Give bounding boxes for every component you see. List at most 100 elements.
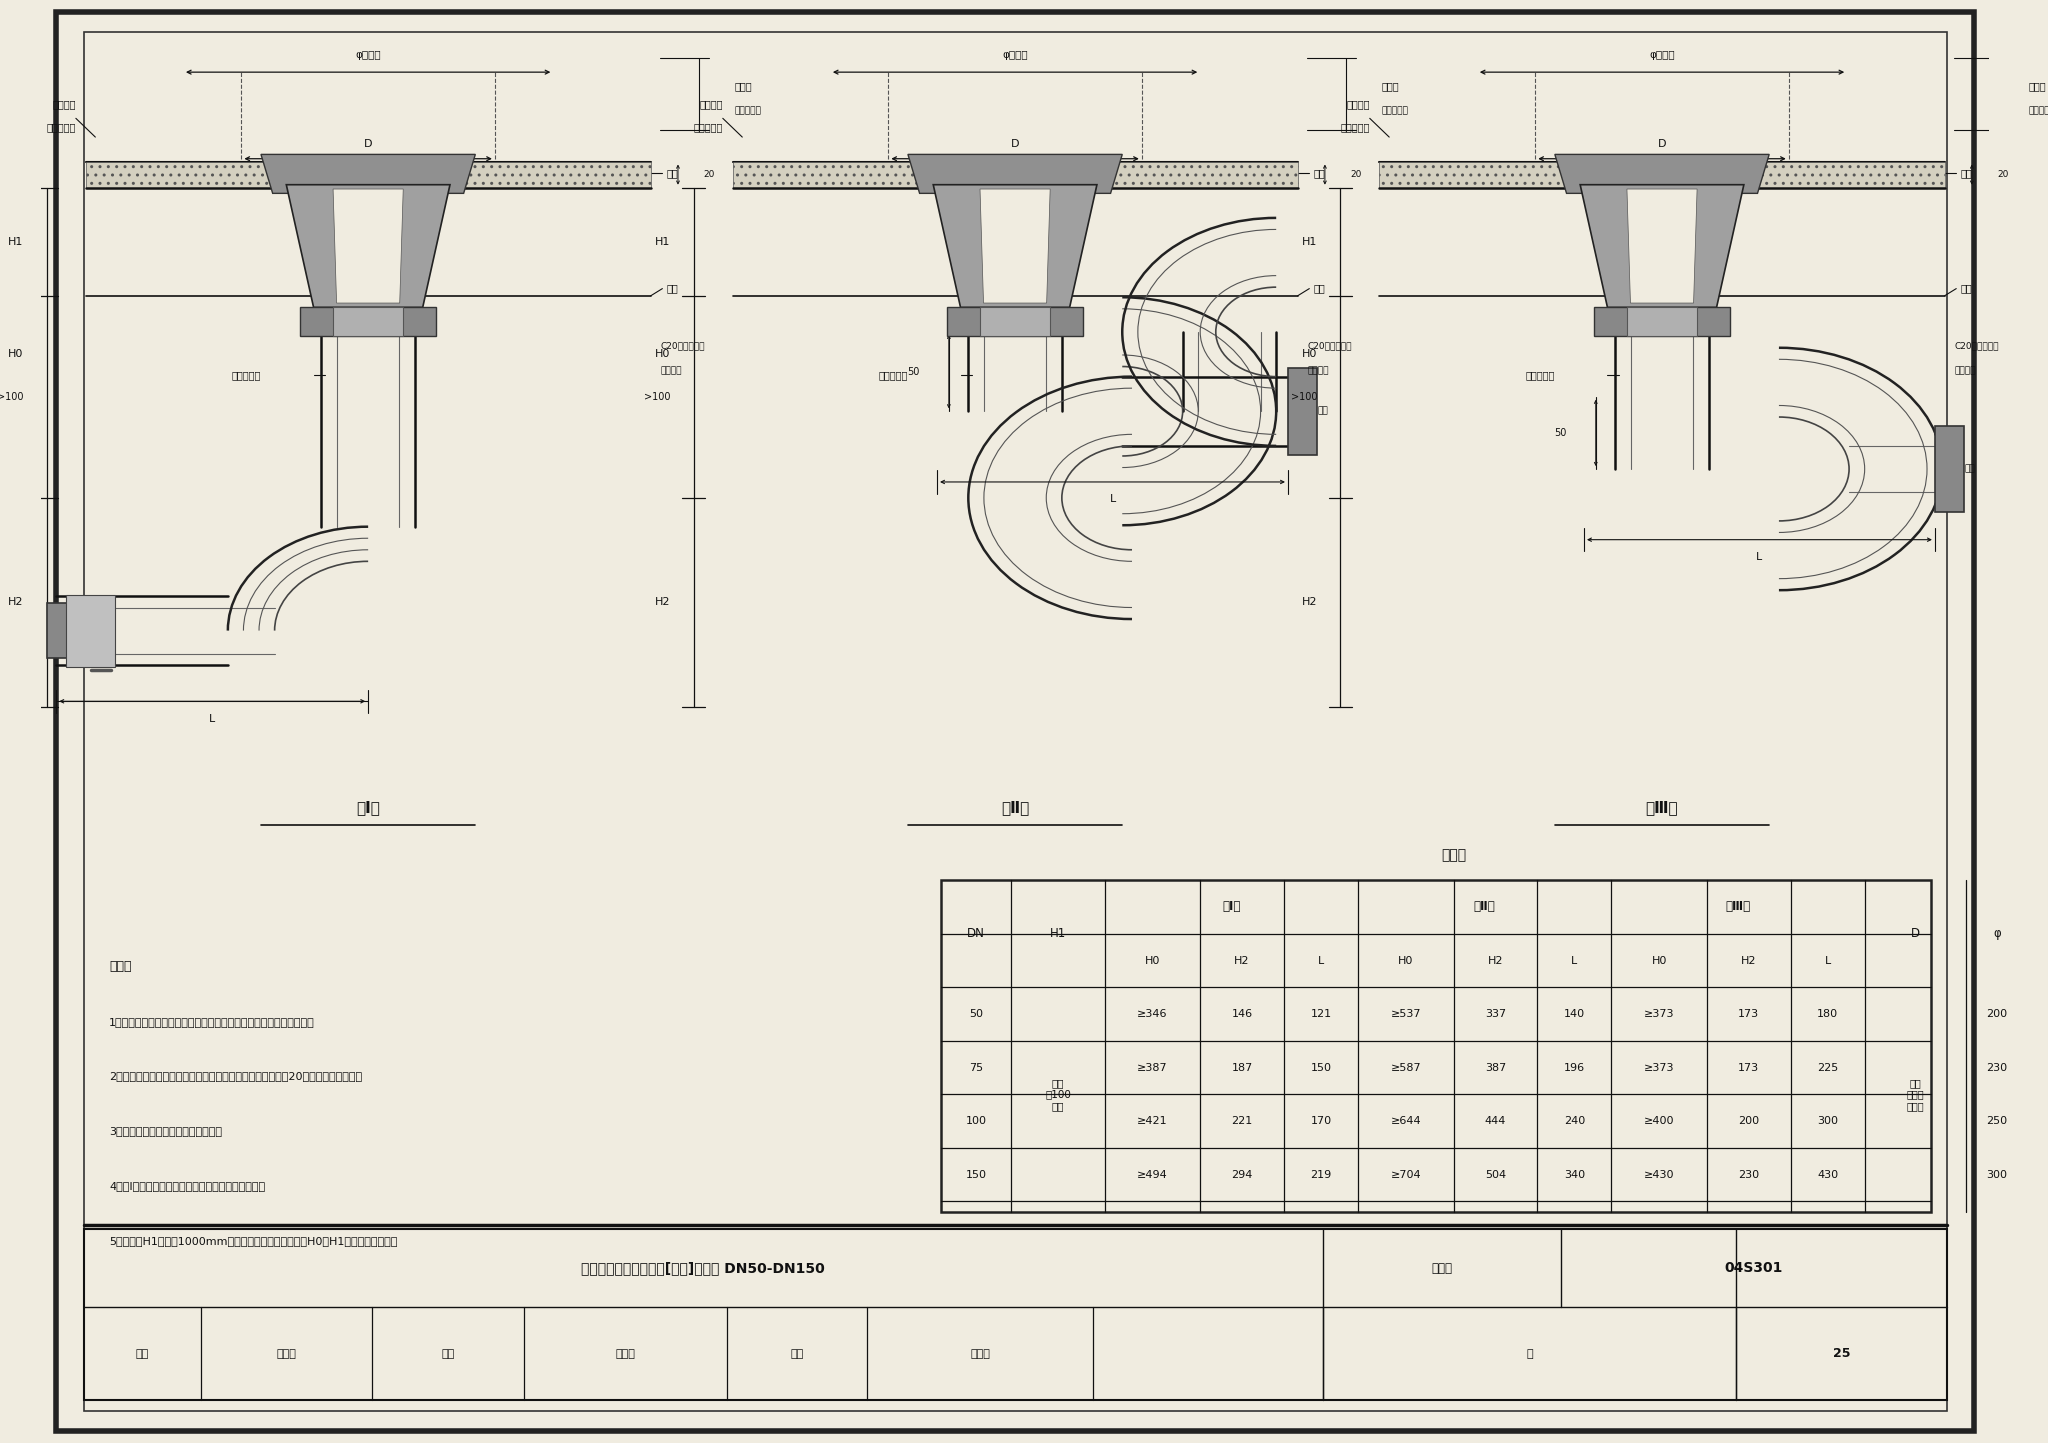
Text: 马信国: 马信国 [616, 1349, 635, 1358]
Text: φ: φ [1993, 928, 2001, 941]
Text: 卡箍: 卡箍 [1964, 465, 1974, 473]
Text: ≥346: ≥346 [1137, 1009, 1167, 1019]
Text: 楼板: 楼板 [1960, 284, 1972, 293]
Text: H0: H0 [1399, 955, 1413, 965]
Text: 337: 337 [1485, 1009, 1505, 1019]
Text: H2: H2 [8, 597, 23, 608]
Text: 25: 25 [1833, 1346, 1849, 1361]
Text: 240: 240 [1565, 1115, 1585, 1126]
Text: 150: 150 [1311, 1062, 1331, 1072]
Text: 调节段: 调节段 [1382, 82, 1399, 91]
Text: H2: H2 [655, 597, 670, 608]
Text: 校对: 校对 [442, 1349, 455, 1358]
Text: 140: 140 [1565, 1009, 1585, 1019]
Polygon shape [934, 185, 1098, 307]
Text: 承插铸铁管: 承插铸铁管 [231, 371, 260, 380]
Text: H1: H1 [655, 237, 670, 247]
Text: φ预留洞: φ预留洞 [356, 51, 381, 59]
Bar [940, 880, 1931, 1212]
Text: 150: 150 [965, 1170, 987, 1179]
Text: 340: 340 [1565, 1170, 1585, 1179]
Text: ≥373: ≥373 [1645, 1062, 1675, 1072]
Text: 20: 20 [702, 170, 715, 179]
Text: DN: DN [967, 928, 985, 941]
Text: 300: 300 [1987, 1170, 2007, 1179]
Text: ≥494: ≥494 [1137, 1170, 1167, 1179]
Text: 审核: 审核 [135, 1349, 150, 1358]
Text: 50: 50 [1554, 429, 1567, 437]
Text: 430: 430 [1817, 1170, 1839, 1179]
Bar [86, 162, 651, 188]
Text: 楼板: 楼板 [666, 284, 678, 293]
Text: 2、与产品连接短管的接口做法另见各产品构造图，本图按第20页地漏构造图绘制。: 2、与产品连接短管的接口做法另见各产品构造图，本图按第20页地漏构造图绘制。 [109, 1072, 362, 1081]
Text: 本图
按100
考虑: 本图 按100 考虑 [1044, 1078, 1071, 1111]
Polygon shape [1626, 189, 1698, 303]
Text: H0: H0 [1303, 349, 1317, 358]
Text: 丙Ⅰ型: 丙Ⅰ型 [1223, 900, 1241, 913]
Text: 页: 页 [1526, 1349, 1532, 1358]
Text: H0: H0 [655, 349, 670, 358]
Text: 187: 187 [1231, 1062, 1253, 1072]
Text: L: L [1571, 955, 1577, 965]
Text: 300: 300 [1817, 1115, 1839, 1126]
Text: 4、丙Ⅰ型安装方式适用于排入明沟或水封井的场所。: 4、丙Ⅰ型安装方式适用于排入明沟或水封井的场所。 [109, 1182, 264, 1190]
Text: 1、丙型连接方式为卡箍连接，适用于接管为离心铸铁排水管的场所。: 1、丙型连接方式为卡箍连接，适用于接管为离心铸铁排水管的场所。 [109, 1017, 315, 1026]
Text: L: L [1757, 553, 1763, 561]
Bar [66, 595, 115, 667]
Text: 75: 75 [969, 1062, 983, 1072]
Text: 尺寸表: 尺寸表 [1442, 848, 1466, 863]
Text: H0: H0 [1651, 955, 1667, 965]
Text: 444: 444 [1485, 1115, 1505, 1126]
Text: 121: 121 [1311, 1009, 1331, 1019]
Text: 146: 146 [1231, 1009, 1253, 1019]
Text: 最大调整量: 最大调整量 [1382, 107, 1409, 115]
Text: 50: 50 [969, 1009, 983, 1019]
Text: 图集号: 图集号 [1432, 1261, 1452, 1276]
Text: L: L [1317, 955, 1325, 965]
Text: H2: H2 [1741, 955, 1757, 965]
Text: 丙Ⅱ型: 丙Ⅱ型 [1475, 900, 1495, 913]
Bar [1380, 162, 1944, 188]
Text: 防水做法: 防水做法 [1346, 100, 1370, 108]
Text: 196: 196 [1565, 1062, 1585, 1072]
Text: ≥400: ≥400 [1645, 1115, 1675, 1126]
Text: 173: 173 [1739, 1009, 1759, 1019]
Text: C20细石混凝土: C20细石混凝土 [659, 342, 705, 351]
Text: 504: 504 [1485, 1170, 1505, 1179]
Bar [946, 307, 1083, 336]
Text: 见建筑设计: 见建筑设计 [694, 123, 723, 131]
Text: 200: 200 [1987, 1009, 2007, 1019]
Polygon shape [334, 189, 403, 303]
Text: ≥373: ≥373 [1645, 1009, 1675, 1019]
Polygon shape [981, 189, 1051, 303]
Text: 面层: 面层 [1960, 169, 1972, 177]
Text: D: D [1657, 140, 1667, 149]
Bar [733, 58, 1298, 162]
Text: 卡箍: 卡箍 [1317, 407, 1327, 416]
Text: ≥644: ≥644 [1391, 1115, 1421, 1126]
Bar [981, 307, 1051, 336]
Text: 冯旭东: 冯旭东 [276, 1349, 297, 1358]
Text: 无水封（直通式）地漏[丙型]安装图 DN50-DN150: 无水封（直通式）地漏[丙型]安装图 DN50-DN150 [582, 1261, 825, 1276]
Text: ≥387: ≥387 [1137, 1062, 1167, 1072]
Text: L: L [1825, 955, 1831, 965]
Text: 楼板: 楼板 [1313, 284, 1325, 293]
Text: H1: H1 [8, 237, 23, 247]
Text: 3、地漏装设在楼板上应预留安装孔。: 3、地漏装设在楼板上应预留安装孔。 [109, 1127, 221, 1136]
Text: 防水做法: 防水做法 [53, 100, 76, 108]
Text: 面层: 面层 [1313, 169, 1325, 177]
Text: 50: 50 [907, 367, 920, 377]
Bar [86, 188, 651, 296]
Text: 防水做法: 防水做法 [698, 100, 723, 108]
Bar [1593, 307, 1731, 336]
Text: 详见
各地漏
构造图: 详见 各地漏 构造图 [1907, 1078, 1925, 1111]
Text: 承插铸铁管: 承插铸铁管 [1526, 371, 1554, 380]
Bar [334, 307, 403, 336]
Text: >100: >100 [643, 392, 670, 401]
Text: >100: >100 [1290, 392, 1317, 401]
Bar [299, 307, 436, 336]
Text: 20: 20 [1997, 170, 2009, 179]
Text: 5、本图中H1尺寸扩1000mm考虑，实际情况如有不同则H0、H1尺寸应相应调整。: 5、本图中H1尺寸扩1000mm考虑，实际情况如有不同则H0、H1尺寸应相应调整… [109, 1237, 397, 1245]
Polygon shape [260, 154, 475, 193]
Text: 丙Ⅰ型: 丙Ⅰ型 [356, 801, 381, 815]
